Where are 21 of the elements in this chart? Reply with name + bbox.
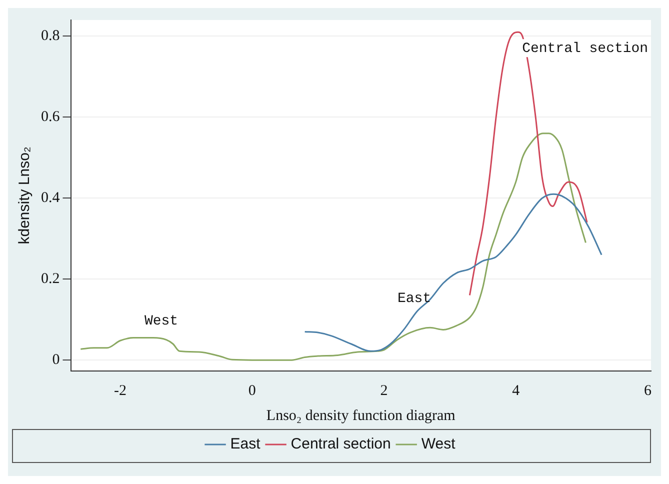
annotation: West (144, 314, 178, 330)
x-tick-label: 2 (380, 382, 388, 399)
y-tick-label: 0.6 (41, 109, 60, 126)
x-tick-label: -2 (114, 382, 126, 399)
x-tick-label: 6 (644, 382, 652, 399)
legend-label: West (421, 436, 456, 453)
y-tick-label: 0 (52, 352, 60, 368)
x-tick-label: 0 (248, 382, 256, 399)
y-tick-label: 0.2 (41, 271, 60, 288)
y-tick-label: 0.4 (41, 190, 60, 206)
annotation: Central section (522, 40, 648, 57)
x-tick-label: 4 (512, 382, 520, 399)
y-tick-label: 0.8 (41, 28, 60, 44)
line-series (468, 31, 588, 296)
legend-label: East (230, 436, 262, 453)
legend-label: Central section (290, 436, 391, 453)
line-series (80, 132, 586, 361)
x-axis-title: Lnso₂ density function diagram (266, 408, 456, 424)
line-series (304, 193, 602, 352)
y-axis-title: kdensity Lnso₂ (16, 146, 34, 244)
annotation: East (397, 291, 432, 308)
